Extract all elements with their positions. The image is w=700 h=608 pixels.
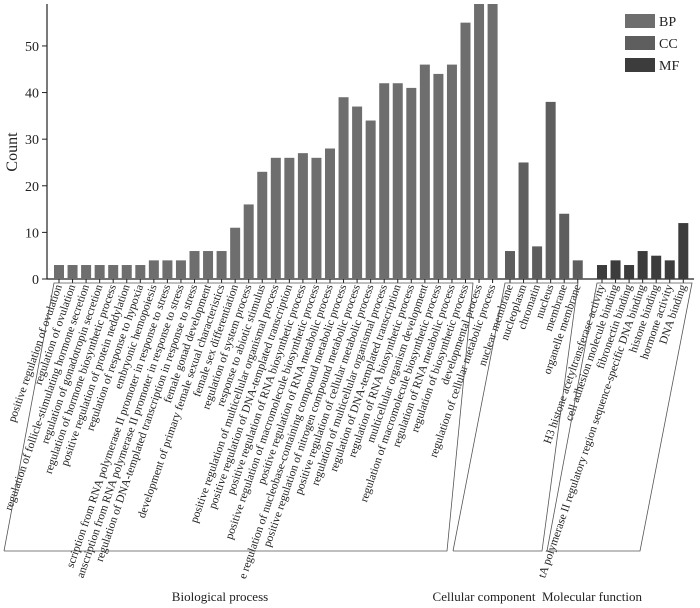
- bar: [545, 101, 556, 280]
- legend-label: CC: [659, 37, 678, 52]
- bar: [597, 265, 607, 279]
- bar: [338, 97, 349, 279]
- y-tick-label: 20: [25, 180, 39, 195]
- legend: BP CC MF: [625, 14, 679, 74]
- bar: [135, 265, 146, 279]
- bar: [121, 265, 132, 279]
- bar: [610, 260, 621, 279]
- bar: [419, 64, 430, 279]
- bar: [325, 148, 335, 279]
- bar: [216, 251, 227, 279]
- bar: [162, 260, 173, 279]
- legend-swatch: [625, 58, 655, 72]
- bar: [67, 265, 78, 279]
- group-label: Cellular component: [433, 589, 536, 604]
- bar: [678, 223, 689, 279]
- category-labels-layer: positive regulation of ovulationregulati…: [3, 279, 689, 580]
- group-bracket: [452, 282, 579, 552]
- group-brackets-layer: Biological process Cellular component Mole…: [3, 282, 693, 604]
- bar: [433, 73, 444, 279]
- bar: [559, 213, 570, 279]
- group-label: Molecular function: [542, 589, 642, 604]
- bar: [379, 83, 390, 279]
- y-tick-label: 50: [25, 40, 39, 55]
- legend-swatch: [625, 14, 655, 28]
- bars-layer: [54, 4, 689, 280]
- bar: [518, 162, 529, 279]
- bar: [365, 120, 376, 279]
- bar: [505, 251, 515, 279]
- legend-label: MF: [659, 59, 679, 74]
- bar: [446, 64, 457, 279]
- bar: [572, 260, 583, 279]
- y-axis-label: Count: [4, 132, 21, 172]
- bar: [189, 251, 200, 279]
- bar: [243, 204, 254, 279]
- group-bracket: [546, 282, 693, 552]
- y-tick-label: 10: [25, 226, 39, 241]
- bar: [81, 265, 92, 279]
- bar: [94, 265, 105, 279]
- y-tick-label: 40: [25, 87, 39, 102]
- bar: [175, 260, 186, 279]
- bar: [54, 265, 64, 279]
- bar: [460, 22, 471, 279]
- bar: [352, 106, 363, 279]
- bar: [270, 157, 281, 279]
- y-tick-label: 0: [32, 273, 39, 288]
- legend-label: BP: [659, 15, 676, 30]
- group-label: Biological process: [172, 589, 268, 604]
- bar: [637, 251, 648, 279]
- y-tick-label: 30: [25, 133, 39, 148]
- bar: [651, 255, 662, 279]
- bar: [203, 251, 214, 279]
- bar: [284, 157, 295, 279]
- bar: [311, 157, 322, 279]
- bar: [487, 4, 498, 279]
- bar: [406, 87, 417, 279]
- y-axis-ticks: 0 10 20 30 40 50: [25, 40, 47, 288]
- bar: [532, 246, 543, 279]
- bar: [392, 83, 403, 279]
- bar: [108, 265, 119, 279]
- bar: [474, 4, 485, 279]
- bar: [297, 153, 308, 279]
- group-bracket: [3, 282, 474, 552]
- bar: [257, 171, 268, 279]
- bar: [664, 260, 675, 279]
- bar: [148, 260, 159, 279]
- legend-swatch: [625, 36, 655, 50]
- bar: [624, 265, 635, 279]
- bar: [230, 227, 241, 279]
